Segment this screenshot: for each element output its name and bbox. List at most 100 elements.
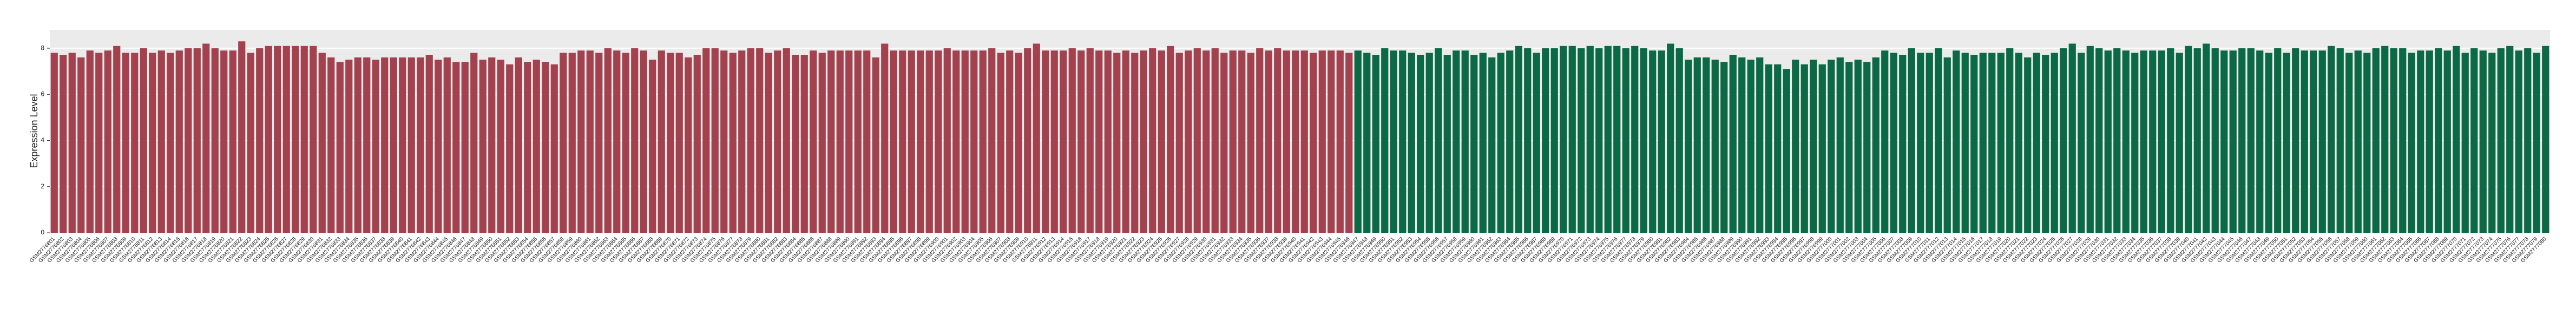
bar <box>2354 50 2362 233</box>
bar <box>1881 50 1889 233</box>
bar <box>2274 48 2282 233</box>
bar <box>408 57 415 233</box>
bar <box>2390 48 2397 233</box>
bar <box>1202 50 1210 233</box>
bar <box>658 50 665 233</box>
bar <box>122 53 129 233</box>
bar <box>2372 48 2380 233</box>
bar <box>1586 45 1594 233</box>
bar <box>1193 48 1201 233</box>
bar <box>1515 45 1522 233</box>
bar <box>515 57 522 233</box>
bar <box>890 50 897 233</box>
bar <box>1077 50 1085 233</box>
bar <box>810 50 817 233</box>
bar <box>1792 60 1799 233</box>
bar <box>827 50 835 233</box>
bar <box>1640 48 1647 233</box>
bar <box>95 53 103 233</box>
bar <box>390 57 397 233</box>
bar <box>550 64 558 233</box>
bar <box>1274 48 1282 233</box>
bar <box>2515 50 2522 233</box>
bar <box>131 53 139 233</box>
bar <box>2408 53 2415 233</box>
bar <box>1318 50 1326 233</box>
bar <box>2533 53 2540 233</box>
bar <box>2149 50 2157 233</box>
bar <box>435 60 442 233</box>
y-tick-label: 0 <box>41 228 44 236</box>
bar <box>1774 64 1782 233</box>
bar <box>77 57 85 233</box>
bar <box>1926 53 1933 233</box>
bar <box>1667 43 1674 233</box>
bar <box>274 45 281 233</box>
bar <box>300 45 308 233</box>
bar <box>1622 48 1629 233</box>
bar <box>1953 50 1960 233</box>
y-tick-label: 8 <box>41 44 44 51</box>
bar <box>872 57 879 233</box>
bar <box>220 50 228 233</box>
bar <box>113 45 121 233</box>
bar <box>479 60 487 233</box>
bar <box>1693 57 1701 233</box>
bar <box>649 60 656 233</box>
bar <box>2399 48 2407 233</box>
bar <box>2220 50 2228 233</box>
bar <box>372 60 379 233</box>
bar <box>693 55 701 233</box>
bar <box>1935 48 1942 233</box>
bar <box>961 50 969 233</box>
bar <box>399 57 406 233</box>
bar <box>1497 53 1504 233</box>
bar <box>1328 50 1335 233</box>
bar <box>1417 55 1424 233</box>
bar <box>157 50 165 233</box>
bar <box>461 62 469 233</box>
bar <box>2006 48 2014 233</box>
bar <box>1524 48 1532 233</box>
bar <box>1024 48 1031 233</box>
bar <box>2185 45 2192 233</box>
bar <box>1488 57 1496 233</box>
bar <box>1943 57 1951 233</box>
bar <box>2470 48 2478 233</box>
bar <box>2479 50 2487 233</box>
bar <box>2265 53 2272 233</box>
bar <box>720 50 728 233</box>
bar <box>2247 48 2255 233</box>
bar <box>292 45 299 233</box>
bar <box>1747 60 1754 233</box>
bar <box>560 53 567 233</box>
bar <box>2238 48 2246 233</box>
bar <box>1060 50 1067 233</box>
bar <box>2310 50 2317 233</box>
bar <box>202 43 210 233</box>
bar <box>1703 57 1710 233</box>
bar <box>1363 53 1371 233</box>
bar <box>1568 45 1576 233</box>
plot-background <box>50 30 2550 233</box>
bar <box>2078 53 2085 233</box>
bar <box>2015 53 2022 233</box>
bar <box>68 53 76 233</box>
bar <box>506 64 514 233</box>
bar <box>908 50 915 233</box>
bar <box>345 60 353 233</box>
bar <box>1372 55 1379 233</box>
bar <box>1247 53 1254 233</box>
bar <box>2453 45 2460 233</box>
bar <box>1979 53 1987 233</box>
bar <box>917 50 924 233</box>
bar <box>925 50 933 233</box>
bar <box>711 48 719 233</box>
bar <box>952 50 960 233</box>
bar <box>1613 45 1621 233</box>
bar <box>1354 50 1362 233</box>
bar <box>1104 50 1112 233</box>
bar <box>185 48 192 233</box>
bar <box>2318 50 2326 233</box>
bar <box>1560 45 1567 233</box>
